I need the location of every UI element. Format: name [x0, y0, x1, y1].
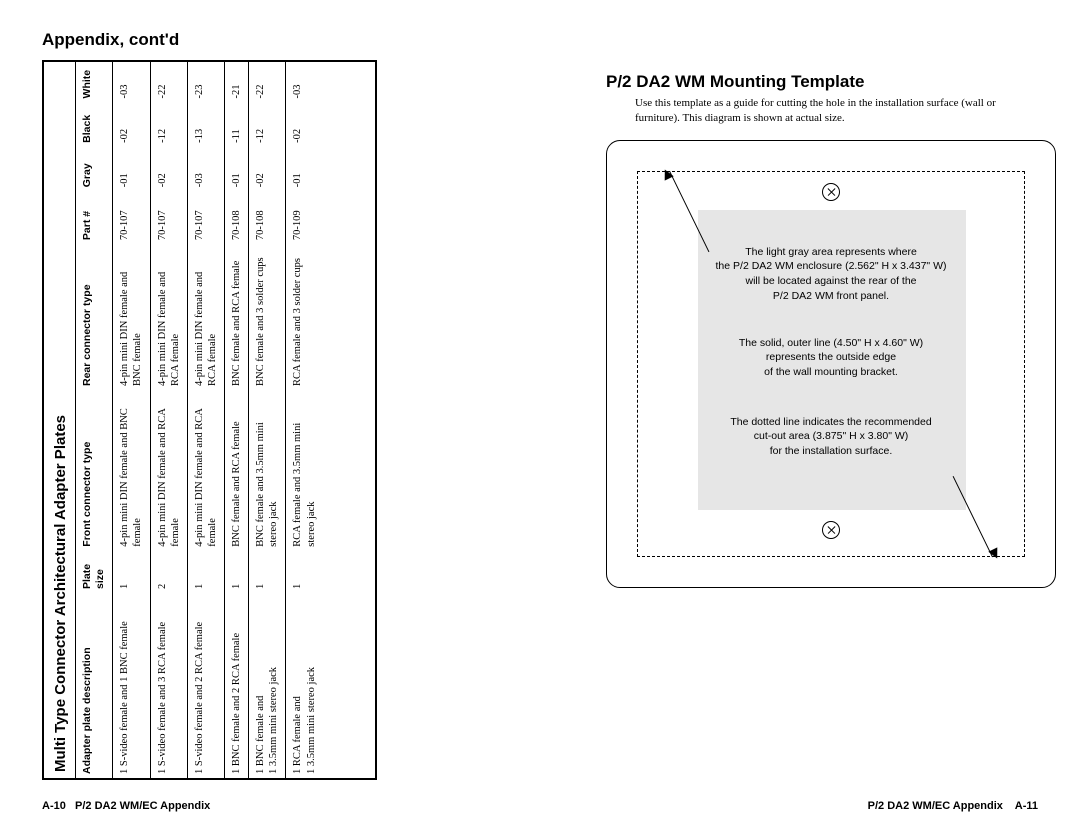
table-row: 1 S-video female and 1 BNC female14-pin … [113, 62, 150, 780]
cell-desc: 1 S-video female and 1 BNC female [113, 597, 150, 780]
cell-rear: 4-pin mini DIN female and BNC female [113, 248, 150, 394]
cell-part: 70-108 [249, 195, 286, 248]
page-spread: Appendix, cont'd Multi Type Connector Ar… [0, 0, 1080, 834]
left-page: Appendix, cont'd Multi Type Connector Ar… [0, 0, 540, 834]
cell-desc: 1 RCA female and1 3.5mm mini stereo jack [286, 597, 323, 780]
table-title: Multi Type Connector Architectural Adapt… [44, 62, 75, 780]
cell-plate: 1 [286, 555, 323, 597]
cell-front: 4-pin mini DIN female and BNC female [113, 394, 150, 555]
cell-rear: 4-pin mini DIN female and RCA female [150, 248, 187, 394]
table-row: 1 RCA female and1 3.5mm mini stereo jack… [286, 62, 323, 780]
cell-front: 4-pin mini DIN female and RCA female [150, 394, 187, 555]
col-gray: Gray [76, 151, 113, 195]
cell-desc: 1 BNC female and1 3.5mm mini stereo jack [249, 597, 286, 780]
col-rear: Rear connector type [76, 248, 113, 394]
template-desc: Use this template as a guide for cutting… [635, 96, 1010, 126]
table-row: 1 S-video female and 3 RCA female24-pin … [150, 62, 187, 780]
table-body: 1 S-video female and 1 BNC female14-pin … [113, 62, 323, 780]
cell-plate: 1 [225, 555, 249, 597]
template-text-gray: The light gray area represents wherethe … [607, 245, 1055, 304]
table-row: 1 BNC female and1 3.5mm mini stereo jack… [249, 62, 286, 780]
cell-front: RCA female and 3.5mm mini stereo jack [286, 394, 323, 555]
cell-white: -22 [249, 62, 286, 106]
cell-part: 70-107 [113, 195, 150, 248]
cell-plate: 1 [187, 555, 224, 597]
right-page: P/2 DA2 WM Mounting Template Use this te… [540, 0, 1080, 834]
col-white: White [76, 62, 113, 106]
cell-front: BNC female and RCA female [225, 394, 249, 555]
cell-white: -03 [113, 62, 150, 106]
cell-rear: BNC female and RCA female [225, 248, 249, 394]
template-text-outer: The solid, outer line (4.50" H x 4.60" W… [607, 336, 1055, 380]
cell-plate: 1 [113, 555, 150, 597]
footer-left-page: A-10 [42, 800, 66, 812]
cell-black: -12 [249, 106, 286, 150]
bracket-outline: The light gray area represents wherethe … [606, 140, 1056, 588]
col-desc: Adapter plate description [76, 597, 113, 780]
cell-plate: 2 [150, 555, 187, 597]
cell-gray: -01 [113, 151, 150, 195]
template-heading: P/2 DA2 WM Mounting Template [606, 72, 1050, 92]
cell-gray: -02 [150, 151, 187, 195]
footer-right-title: P/2 DA2 WM/EC Appendix [868, 800, 1003, 812]
table-row: 1 S-video female and 2 RCA female14-pin … [187, 62, 224, 780]
cell-gray: -02 [249, 151, 286, 195]
col-plate: Plate size [76, 555, 113, 597]
rotated-table-frame: Multi Type Connector Architectural Adapt… [42, 60, 377, 780]
col-part: Part # [76, 195, 113, 248]
cell-white: -23 [187, 62, 224, 106]
cell-white: -21 [225, 62, 249, 106]
cell-desc: 1 BNC female and 2 RCA female [225, 597, 249, 780]
adapter-plates-table: Adapter plate description Plate size Fro… [75, 62, 323, 780]
cell-black: -11 [225, 106, 249, 150]
table-head: Adapter plate description Plate size Fro… [76, 62, 113, 780]
footer-left: A-10 P/2 DA2 WM/EC Appendix [42, 800, 210, 812]
cell-rear: RCA female and 3 solder cups [286, 248, 323, 394]
cell-black: -13 [187, 106, 224, 150]
cell-plate: 1 [249, 555, 286, 597]
rotated-table-inner: Multi Type Connector Architectural Adapt… [44, 62, 377, 780]
cell-white: -22 [150, 62, 187, 106]
cell-rear: BNC female and 3 solder cups [249, 248, 286, 394]
cell-part: 70-108 [225, 195, 249, 248]
template-text-cutout: The dotted line indicates the recommende… [607, 415, 1055, 459]
cell-black: -02 [286, 106, 323, 150]
footer-right: P/2 DA2 WM/EC Appendix A-11 [868, 800, 1038, 812]
cell-part: 70-109 [286, 195, 323, 248]
cell-gray: -03 [187, 151, 224, 195]
footer-right-page: A-11 [1015, 800, 1038, 812]
cell-desc: 1 S-video female and 2 RCA female [187, 597, 224, 780]
col-black: Black [76, 106, 113, 150]
table-row: 1 BNC female and 2 RCA female1BNC female… [225, 62, 249, 780]
cell-front: BNC female and 3.5mm mini stereo jack [249, 394, 286, 555]
cell-rear: 4-pin mini DIN female and RCA female [187, 248, 224, 394]
screw-hole-top [822, 183, 840, 201]
cell-part: 70-107 [150, 195, 187, 248]
cell-part: 70-107 [187, 195, 224, 248]
cell-gray: -01 [286, 151, 323, 195]
cell-front: 4-pin mini DIN female and RCA female [187, 394, 224, 555]
cell-black: -12 [150, 106, 187, 150]
cell-gray: -01 [225, 151, 249, 195]
cell-desc: 1 S-video female and 3 RCA female [150, 597, 187, 780]
appendix-heading: Appendix, cont'd [42, 30, 510, 50]
cell-white: -03 [286, 62, 323, 106]
col-front: Front connector type [76, 394, 113, 555]
cell-black: -02 [113, 106, 150, 150]
footer-left-title: P/2 DA2 WM/EC Appendix [75, 800, 210, 812]
screw-hole-bottom [822, 521, 840, 539]
